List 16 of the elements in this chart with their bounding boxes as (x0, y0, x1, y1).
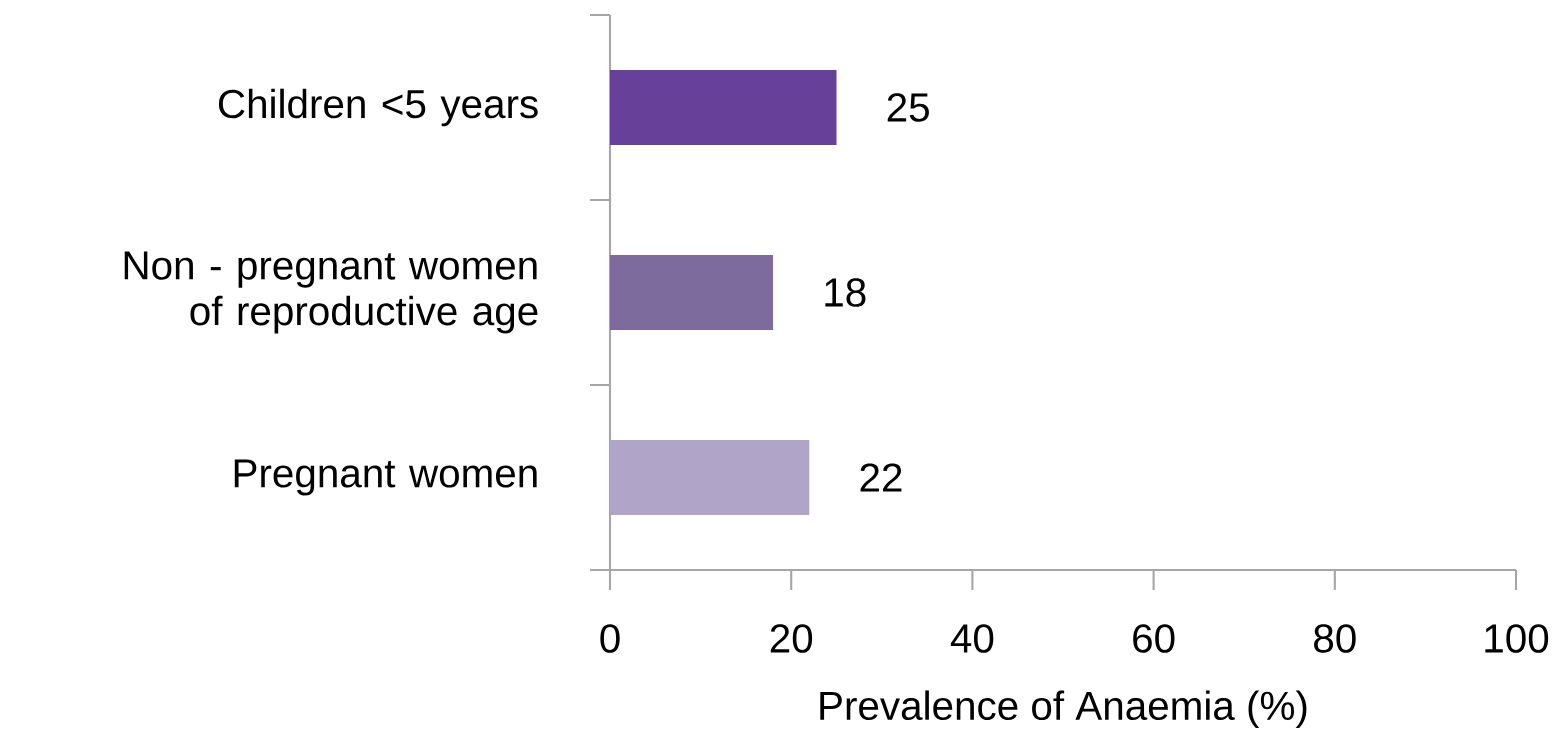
y-tick-label: Children <5 years (218, 88, 538, 127)
bar (610, 439, 810, 515)
y-tick-label: Non - pregnant women of reproductive age (124, 251, 538, 334)
x-tick-label: 80 (1314, 624, 1356, 653)
bar (610, 69, 837, 145)
data-label: 18 (825, 278, 866, 307)
x-tick-label: 20 (770, 624, 813, 653)
x-tick-label: 60 (1133, 624, 1175, 653)
x-tick-label: 100 (1485, 624, 1549, 653)
y-tick-label: Pregnant women (234, 459, 537, 496)
bar (610, 254, 774, 330)
x-axis-title: Prevalence of Anaemia (%) (820, 690, 1307, 729)
data-label: 25 (887, 93, 929, 122)
x-tick-label: 40 (950, 624, 994, 653)
data-label: 22 (860, 463, 902, 492)
x-tick-label: 0 (600, 624, 620, 653)
